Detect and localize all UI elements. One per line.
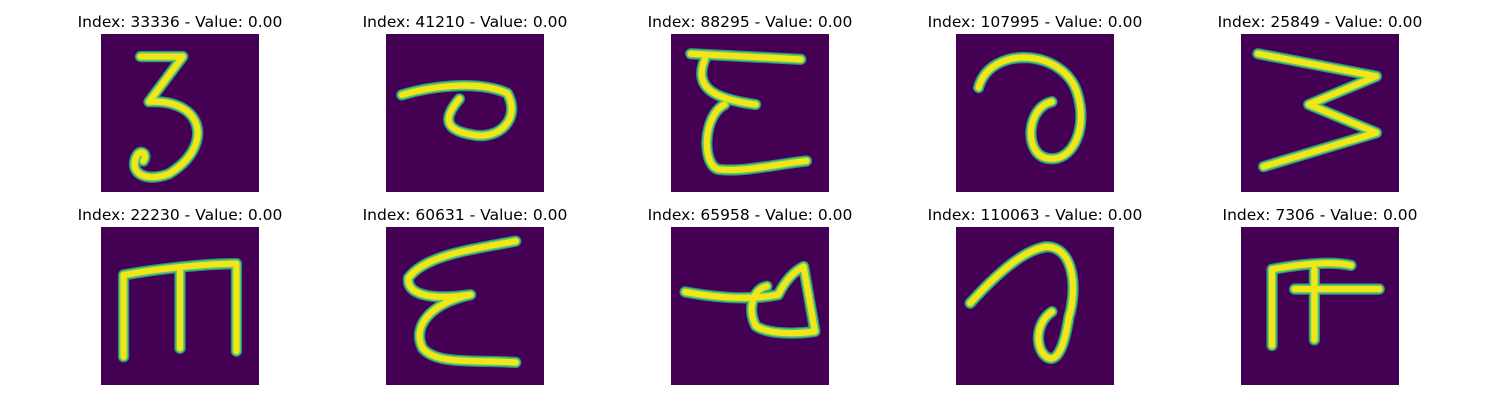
- panel-title: Index: 25849 - Value: 0.00: [1217, 13, 1423, 31]
- panel-4: Index: 107995 - Value: 0.00: [925, 12, 1145, 192]
- panel-title: Index: 88295 - Value: 0.00: [647, 13, 853, 31]
- digit-image: [386, 227, 544, 385]
- panel-title: Index: 65958 - Value: 0.00: [647, 206, 853, 224]
- panel-title: Index: 22230 - Value: 0.00: [77, 206, 283, 224]
- digit-image: [101, 34, 259, 192]
- panel-2: Index: 41210 - Value: 0.00: [355, 12, 575, 192]
- digit-image: [1241, 34, 1399, 192]
- digit-image: [671, 227, 829, 385]
- digit-image: [671, 34, 829, 192]
- panel-7: Index: 60631 - Value: 0.00: [355, 205, 575, 385]
- panel-title: Index: 41210 - Value: 0.00: [362, 13, 568, 31]
- panel-5: Index: 25849 - Value: 0.00: [1210, 12, 1430, 192]
- digit-image: [1241, 227, 1399, 385]
- digit-image: [101, 227, 259, 385]
- panel-8: Index: 65958 - Value: 0.00: [640, 205, 860, 385]
- digit-image: [386, 34, 544, 192]
- panel-title: Index: 110063 - Value: 0.00: [927, 206, 1143, 224]
- panel-title: Index: 7306 - Value: 0.00: [1222, 206, 1418, 224]
- digit-image: [956, 227, 1114, 385]
- panel-title: Index: 107995 - Value: 0.00: [927, 13, 1143, 31]
- panel-1: Index: 33336 - Value: 0.00: [70, 12, 290, 192]
- panel-6: Index: 22230 - Value: 0.00: [70, 205, 290, 385]
- panel-3: Index: 88295 - Value: 0.00: [640, 12, 860, 192]
- panel-title: Index: 60631 - Value: 0.00: [362, 206, 568, 224]
- panel-9: Index: 110063 - Value: 0.00: [925, 205, 1145, 385]
- panel-title: Index: 33336 - Value: 0.00: [77, 13, 283, 31]
- digit-image: [956, 34, 1114, 192]
- panel-10: Index: 7306 - Value: 0.00: [1210, 205, 1430, 385]
